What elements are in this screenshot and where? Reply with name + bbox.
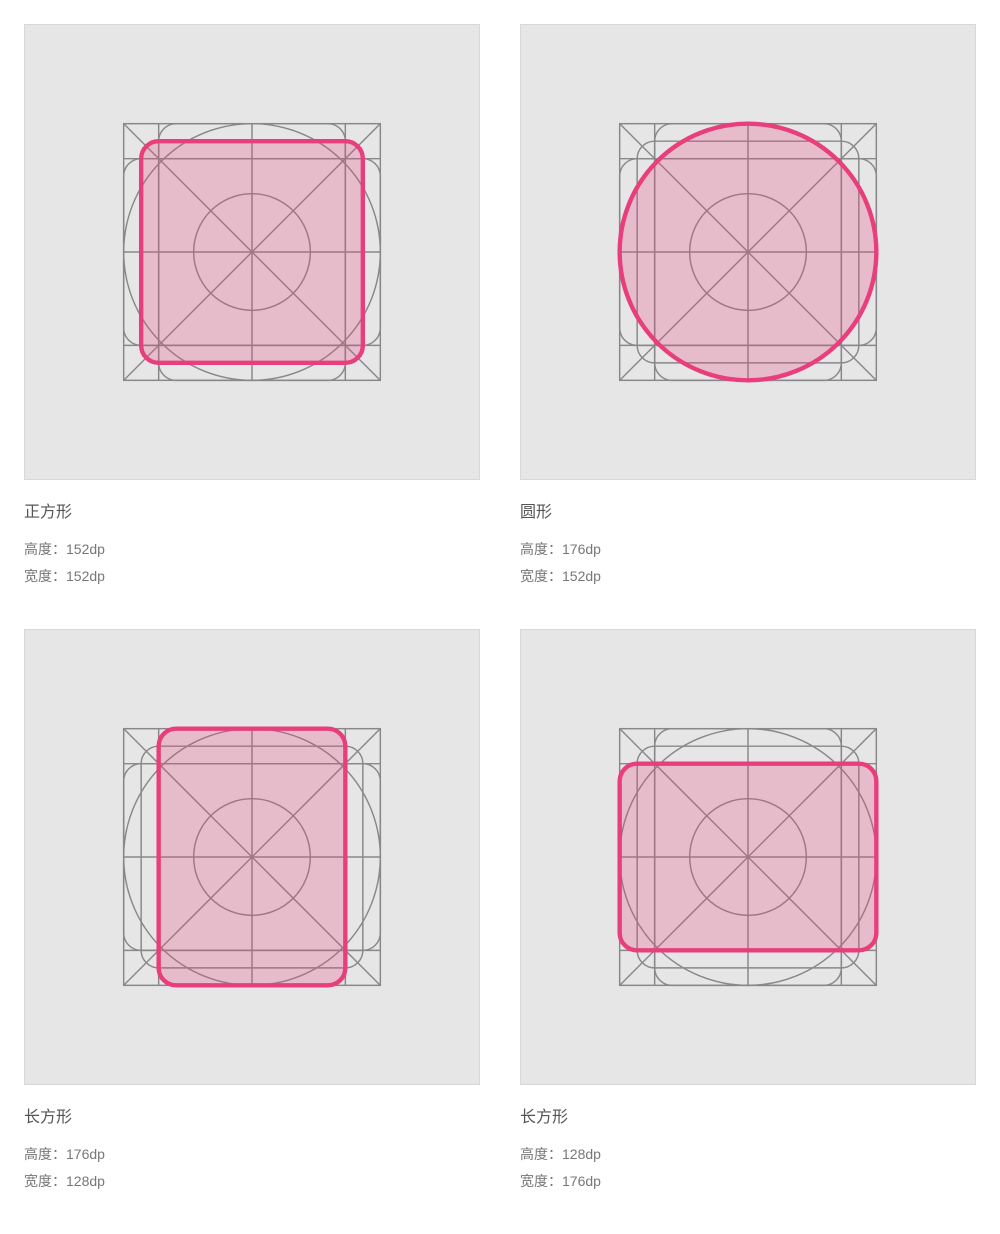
height-label: 高度：: [24, 541, 66, 557]
shape-title: 正方形: [24, 498, 480, 522]
keyline-panel: [520, 629, 976, 1085]
width-value: 176dp: [562, 1173, 601, 1189]
shape-title: 圆形: [520, 498, 976, 522]
width-label: 宽度：: [520, 1173, 562, 1189]
height-value: 176dp: [562, 541, 601, 557]
keyline-example-circle: 圆形 高度：176dp 宽度：152dp: [520, 24, 976, 589]
keyline-svg: [608, 717, 888, 997]
width-label: 宽度：: [520, 568, 562, 584]
width-label: 宽度：: [24, 1173, 66, 1189]
keyline-panel: [24, 629, 480, 1085]
keyline-svg: [608, 112, 888, 392]
keyline-panel: [24, 24, 480, 480]
height-value: 128dp: [562, 1146, 601, 1162]
keyline-svg: [112, 112, 392, 392]
keyline-example-tall-rect: 长方形 高度：176dp 宽度：128dp: [24, 629, 480, 1194]
shape-meta: 高度：176dp 宽度：128dp: [24, 1141, 480, 1194]
shape-meta: 高度：152dp 宽度：152dp: [24, 536, 480, 589]
shape-meta: 高度：128dp 宽度：176dp: [520, 1141, 976, 1194]
height-label: 高度：: [520, 1146, 562, 1162]
width-value: 152dp: [562, 568, 601, 584]
height-value: 152dp: [66, 541, 105, 557]
shape-title: 长方形: [24, 1103, 480, 1127]
icon-keyline-grid-gallery: 正方形 高度：152dp 宽度：152dp 圆形 高度：176dp 宽度：152…: [24, 24, 976, 1194]
width-label: 宽度：: [24, 568, 66, 584]
keyline-example-square: 正方形 高度：152dp 宽度：152dp: [24, 24, 480, 589]
height-value: 176dp: [66, 1146, 105, 1162]
keyline-panel: [520, 24, 976, 480]
keyline-example-wide-rect: 长方形 高度：128dp 宽度：176dp: [520, 629, 976, 1194]
keyline-svg: [112, 717, 392, 997]
width-value: 152dp: [66, 568, 105, 584]
shape-meta: 高度：176dp 宽度：152dp: [520, 536, 976, 589]
height-label: 高度：: [520, 541, 562, 557]
shape-title: 长方形: [520, 1103, 976, 1127]
width-value: 128dp: [66, 1173, 105, 1189]
height-label: 高度：: [24, 1146, 66, 1162]
